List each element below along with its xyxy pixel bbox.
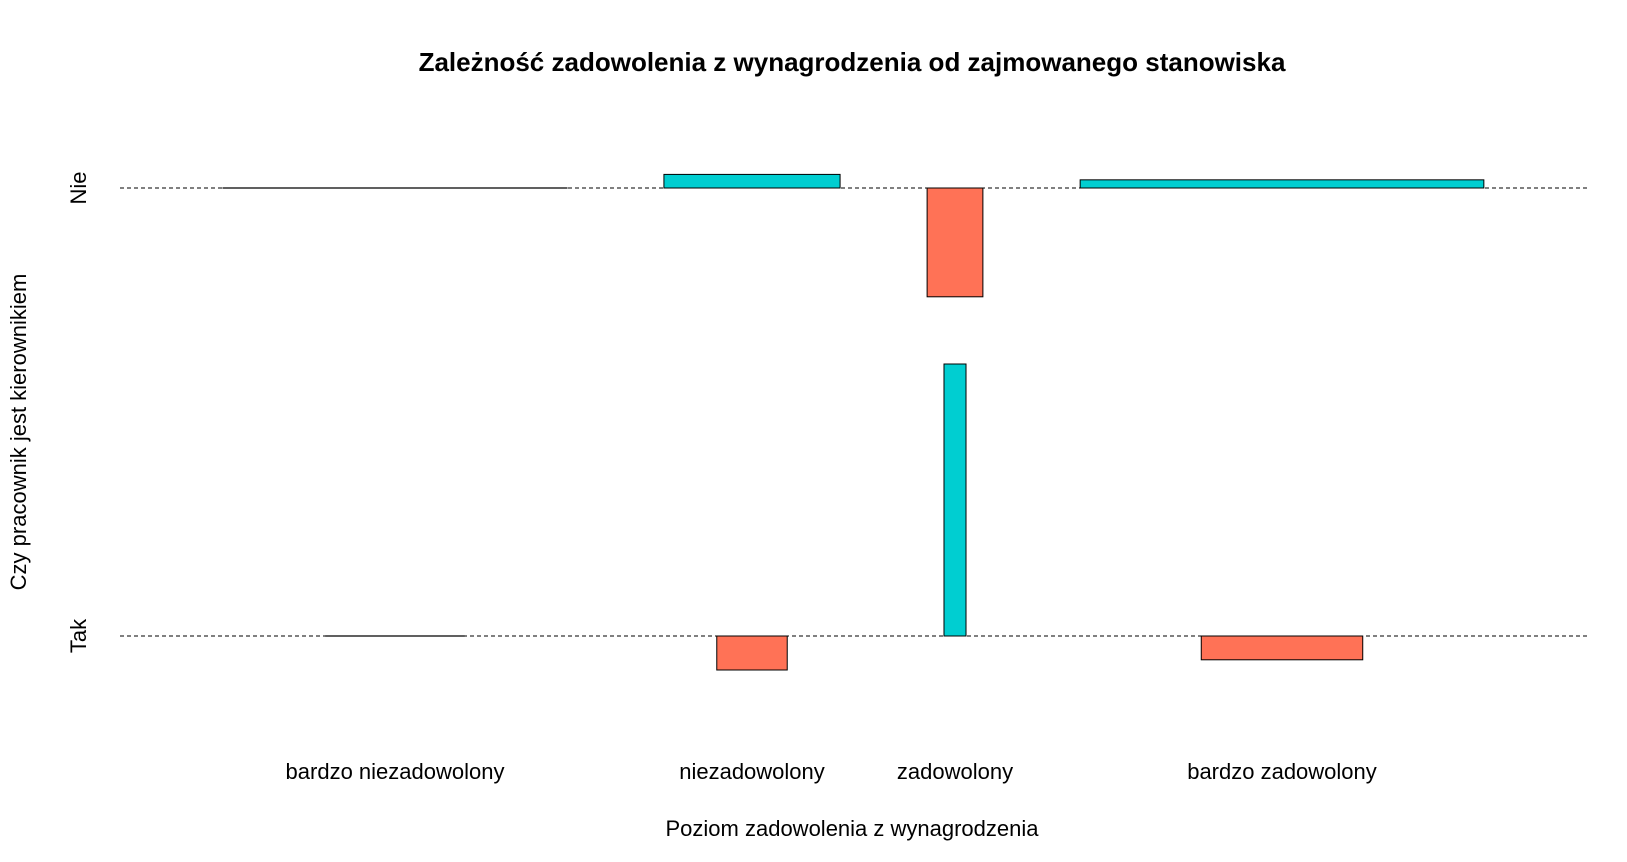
bar-nie-zadowolony (926, 187, 984, 298)
y-tick-labels: Nie Tak (66, 171, 91, 653)
bar-tak-zadowolony (943, 363, 967, 637)
chart-title: Zależność zadowolenia z wynagrodzenia od… (419, 47, 1286, 77)
y-tick-nie: Nie (66, 171, 91, 204)
bar-tak-niezadowolony (716, 635, 788, 671)
x-axis-label: Poziom zadowolenia z wynagrodzenia (666, 816, 1040, 841)
residual-bars (222, 173, 1485, 671)
y-axis-label: Czy pracownik jest kierownikiem (6, 274, 31, 591)
x-tick-bardzo-zadowolony: bardzo zadowolony (1187, 759, 1377, 784)
bar-nie-niezadowolony (663, 173, 841, 189)
bar-nie-bardzo-zadowolony (1079, 179, 1485, 189)
gridlines (120, 187, 1588, 637)
bar-tak-bardzo-zadowolony (1200, 635, 1364, 661)
x-tick-zadowolony: zadowolony (897, 759, 1013, 784)
x-tick-bardzo-niezadowolony: bardzo niezadowolony (286, 759, 505, 784)
x-tick-labels: bardzo niezadowolony niezadowolony zadowol… (286, 759, 1377, 784)
y-tick-tak: Tak (66, 618, 91, 653)
x-tick-niezadowolony: niezadowolony (679, 759, 825, 784)
